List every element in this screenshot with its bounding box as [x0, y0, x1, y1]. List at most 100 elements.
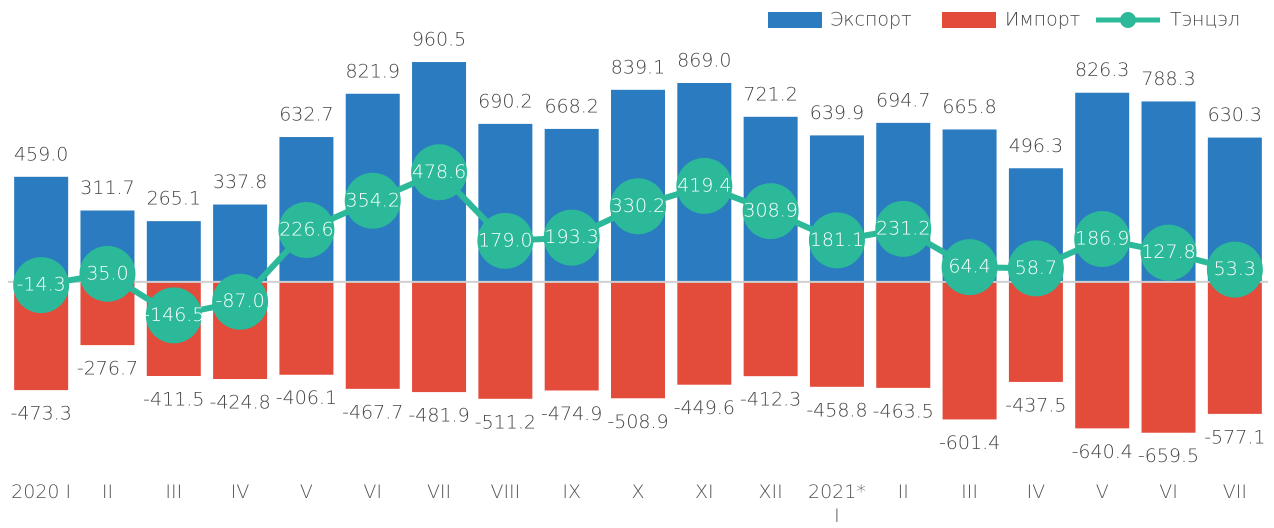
balance-label: -14.3: [17, 274, 66, 296]
value-label: -412.3: [740, 389, 801, 411]
legend-label: Импорт: [1005, 9, 1080, 31]
value-label: -508.9: [607, 411, 668, 433]
value-label: -458.8: [806, 399, 867, 421]
value-label: 839.1: [611, 56, 665, 78]
value-label: 694.7: [876, 89, 930, 111]
bar: [942, 281, 997, 420]
value-label: 668.2: [544, 95, 598, 117]
balance-label: 330.2: [611, 195, 665, 217]
x-tick-label: VI: [363, 481, 383, 503]
value-label: -463.5: [873, 400, 934, 422]
balance-label: 419.4: [677, 174, 731, 196]
bar: [478, 281, 533, 399]
legend-swatch: [942, 12, 996, 28]
value-label: -473.3: [11, 403, 72, 425]
bar: [412, 281, 467, 393]
balance-label: 231.2: [876, 217, 930, 239]
value-label: -640.4: [1072, 441, 1133, 463]
balance-marker: [278, 201, 335, 258]
balance-marker: [610, 178, 666, 235]
value-label: -511.2: [475, 411, 536, 433]
x-tick-label: VI: [1159, 481, 1178, 503]
x-tick-label: XI: [695, 481, 714, 503]
x-tick-label: IV: [1026, 481, 1046, 503]
balance-label: -146.5: [143, 304, 204, 326]
value-label: 721.2: [743, 83, 797, 105]
balance-marker: [411, 144, 468, 201]
value-label: 788.3: [1141, 68, 1195, 90]
x-tick-label: IV: [230, 481, 250, 503]
value-label: -474.9: [541, 403, 602, 425]
value-label: 665.8: [942, 96, 996, 118]
x-tick-label: 2020 I: [11, 481, 72, 503]
balance-marker: [742, 183, 799, 240]
x-tick-label: X: [631, 481, 645, 503]
value-label: -467.7: [342, 401, 403, 423]
bar: [677, 281, 732, 385]
legend-label: Тэнцэл: [1170, 9, 1240, 31]
balance-label: 53.3: [1214, 258, 1256, 280]
bar: [611, 281, 665, 399]
balance-label: 226.6: [279, 218, 333, 240]
value-label: -577.1: [1204, 426, 1265, 448]
value-label: 639.9: [810, 102, 864, 124]
x-tick-label: III: [165, 481, 183, 503]
value-label: 960.5: [412, 29, 466, 51]
x-tick-label: VII: [1222, 481, 1247, 503]
value-label: 459.0: [14, 143, 68, 165]
value-label: 337.8: [213, 171, 267, 193]
value-label: 265.1: [147, 188, 201, 210]
bar: [279, 281, 334, 375]
x-tick-label: VIII: [490, 481, 521, 503]
value-label: -424.8: [209, 392, 270, 414]
bar: [1075, 281, 1130, 429]
value-label: -481.9: [408, 405, 469, 427]
balance-label: 64.4: [948, 256, 990, 278]
value-label: -601.4: [939, 432, 1000, 454]
balance-marker: [1074, 211, 1131, 268]
balance-marker: [543, 209, 600, 266]
bar: [743, 281, 798, 377]
balance-marker: [941, 239, 998, 296]
balance-marker: [344, 172, 401, 229]
balance-label: 181.1: [810, 229, 864, 251]
legend-swatch: [1120, 12, 1136, 28]
value-label: 632.7: [279, 104, 333, 126]
value-label: 630.3: [1208, 104, 1262, 126]
value-label: 496.3: [1009, 135, 1063, 157]
balance-marker: [1007, 240, 1064, 297]
balance-label: 127.8: [1141, 241, 1195, 263]
balance-label: 58.7: [1015, 257, 1057, 279]
bar: [345, 281, 400, 389]
bar: [1008, 281, 1063, 382]
balance-marker: [477, 212, 534, 269]
x-tick-label: V: [299, 481, 313, 503]
value-label: 690.2: [478, 90, 532, 112]
bar: [146, 221, 201, 282]
x-tick-label: II: [897, 481, 909, 503]
x-tick-label: VII: [426, 481, 452, 503]
value-label: -411.5: [143, 388, 204, 410]
balance-label: 308.9: [743, 200, 797, 222]
value-label: -276.7: [77, 358, 138, 380]
x-tick-label: 2021* I: [808, 481, 866, 527]
value-label: 311.7: [80, 177, 134, 199]
balance-marker: [676, 157, 733, 214]
bar: [1207, 281, 1262, 414]
balance-label: 193.3: [544, 226, 598, 248]
balance-marker: [145, 287, 202, 344]
bar: [809, 281, 864, 387]
balance-marker: [808, 212, 865, 269]
legend-label: Экспорт: [830, 9, 912, 31]
balance-label: 186.9: [1075, 228, 1129, 250]
value-label: -659.5: [1138, 445, 1199, 467]
balance-label: 478.6: [412, 161, 466, 183]
balance-marker: [1140, 224, 1197, 281]
value-label: -406.1: [276, 387, 337, 409]
value-label: 826.3: [1075, 59, 1129, 81]
legend-swatch: [768, 12, 822, 28]
balance-marker: [875, 200, 932, 257]
bar: [213, 204, 268, 282]
bar: [1141, 281, 1196, 433]
